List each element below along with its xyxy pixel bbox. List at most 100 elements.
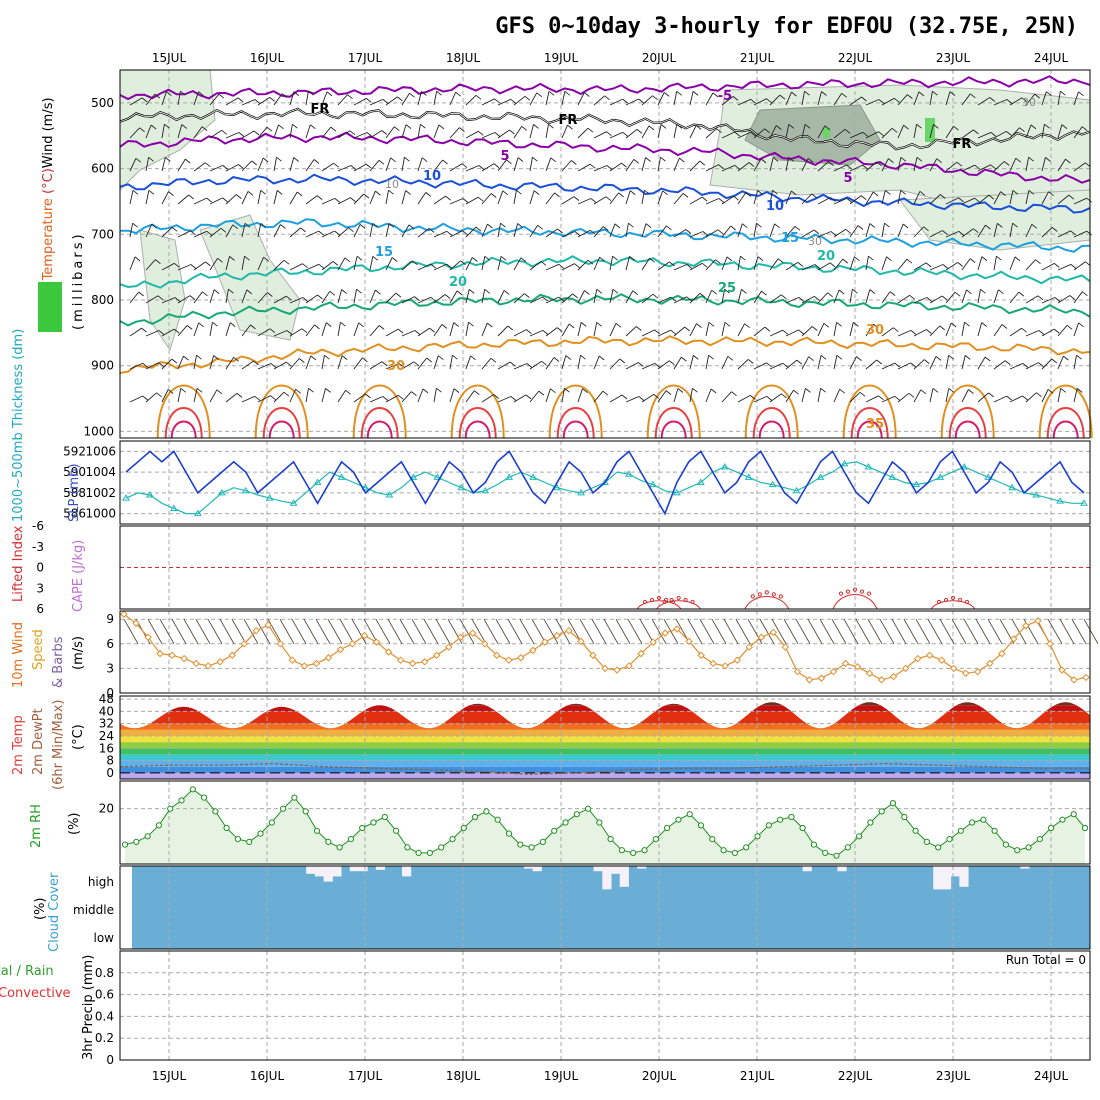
wind-barb-flag bbox=[845, 228, 851, 234]
wind-barb-flag bbox=[660, 156, 666, 162]
wind-barb-flag bbox=[313, 159, 320, 164]
wind-barb-flag bbox=[1085, 162, 1091, 168]
wind-barb bbox=[177, 230, 191, 238]
wind-barb bbox=[737, 131, 751, 139]
thickness-marker bbox=[385, 490, 394, 498]
wind-barb-flag bbox=[1066, 324, 1073, 330]
wind-barb-flag bbox=[250, 324, 256, 330]
cloud-ylabel: Cloud Cover bbox=[47, 872, 62, 952]
wind-barb-flag bbox=[869, 289, 876, 294]
rh-point bbox=[1002, 841, 1010, 848]
wind-barb-flag bbox=[727, 355, 734, 361]
rh-point bbox=[946, 836, 953, 843]
wind-barb-flag bbox=[846, 198, 853, 203]
wind-barb-flag bbox=[445, 195, 451, 201]
wind-barb bbox=[673, 124, 678, 139]
wind-barb bbox=[945, 388, 950, 403]
wind-barb bbox=[561, 231, 576, 238]
thickness-marker bbox=[457, 483, 466, 491]
wind-barb bbox=[209, 289, 215, 304]
wind-barb-flag bbox=[860, 195, 867, 200]
wind-barb bbox=[689, 355, 694, 370]
wind-barb bbox=[497, 396, 512, 403]
wind-barb-flag bbox=[696, 323, 702, 328]
wind-barb bbox=[977, 289, 981, 304]
wind-barb-flag bbox=[757, 190, 763, 195]
wind-barb bbox=[433, 91, 438, 106]
wind-barb bbox=[737, 359, 749, 370]
wind-barb bbox=[369, 130, 383, 139]
wind-barb bbox=[625, 190, 631, 205]
wind-speed-marker bbox=[264, 621, 273, 629]
wind-barb-flag bbox=[920, 389, 927, 395]
wind-barb-flag bbox=[1022, 395, 1028, 401]
rh-point bbox=[268, 819, 275, 826]
wind10m-barb bbox=[651, 618, 667, 645]
wind-speed-marker bbox=[589, 651, 597, 659]
wind-barb-flag bbox=[788, 123, 795, 129]
warm-contour bbox=[164, 407, 203, 439]
wind-barb-flag bbox=[836, 321, 842, 327]
wind-barb-flag bbox=[916, 123, 922, 129]
pressure-tick: 1000 bbox=[83, 424, 114, 438]
wind-barb bbox=[353, 256, 358, 271]
warm-contour bbox=[646, 384, 701, 439]
isotherm-label: 30 bbox=[866, 323, 884, 338]
wind10m-barb bbox=[303, 618, 319, 645]
wind-barb-flag bbox=[1076, 354, 1082, 360]
wind-barb bbox=[417, 124, 421, 139]
wind-barb-flag bbox=[645, 157, 651, 162]
wind-barb-flag bbox=[475, 226, 482, 232]
wind10m-barb bbox=[495, 618, 511, 645]
wind-barb-flag bbox=[217, 257, 223, 263]
precip-tick: 0.2 bbox=[95, 1031, 114, 1045]
wind-barb bbox=[449, 322, 455, 337]
wind-barb bbox=[289, 227, 301, 238]
wind-barb-flag bbox=[599, 256, 605, 262]
wind-barb-flag bbox=[907, 94, 913, 99]
wind-barb bbox=[721, 96, 734, 106]
wind-barb-flag bbox=[1048, 191, 1054, 197]
wind-speed-marker bbox=[841, 659, 850, 668]
thickness-marker bbox=[265, 494, 274, 501]
wind-barb-flag bbox=[316, 195, 323, 200]
wind-barb bbox=[801, 229, 815, 238]
wind-speed-marker bbox=[962, 669, 970, 678]
wind-barb-flag bbox=[793, 389, 799, 395]
wind-barb bbox=[1073, 126, 1083, 139]
wind-barb-flag bbox=[676, 90, 682, 96]
wind-barb bbox=[945, 230, 959, 238]
cloud-high-bar bbox=[349, 866, 359, 872]
wind-barb bbox=[417, 228, 430, 238]
wind-barb-flag bbox=[286, 295, 292, 301]
wind-barb bbox=[929, 388, 934, 403]
rh-point bbox=[856, 833, 863, 840]
wind-barb bbox=[705, 290, 713, 304]
wind-barb-flag bbox=[681, 356, 687, 362]
wind-speed-marker bbox=[637, 649, 645, 658]
wind-barb bbox=[289, 263, 303, 271]
wind-barb-flag bbox=[1053, 328, 1060, 334]
wind-barb bbox=[945, 197, 959, 205]
wind-barb-flag bbox=[283, 391, 290, 397]
wind-barb bbox=[865, 161, 877, 172]
wind-ylabel: Speed bbox=[31, 629, 46, 670]
wind-barb bbox=[1057, 194, 1070, 205]
cloud-high-bar bbox=[611, 866, 621, 874]
wind-barb-flag bbox=[236, 393, 243, 398]
wind-barb-flag bbox=[798, 297, 805, 302]
wind-barb bbox=[433, 159, 443, 172]
wind-barb bbox=[129, 256, 136, 271]
cloud-high-bar bbox=[602, 866, 612, 890]
wind-barb bbox=[1057, 295, 1071, 304]
wind-barb bbox=[849, 225, 859, 238]
wind-barb bbox=[593, 289, 598, 304]
wind-speed-marker bbox=[817, 674, 826, 682]
wind-barb bbox=[401, 224, 410, 238]
wind-barb bbox=[177, 91, 181, 106]
wind-barb bbox=[833, 128, 846, 139]
wind-barb-flag bbox=[171, 226, 178, 232]
wind-barb bbox=[337, 257, 346, 271]
wind-barb-flag bbox=[587, 259, 594, 265]
wind-barb-flag bbox=[421, 157, 428, 163]
